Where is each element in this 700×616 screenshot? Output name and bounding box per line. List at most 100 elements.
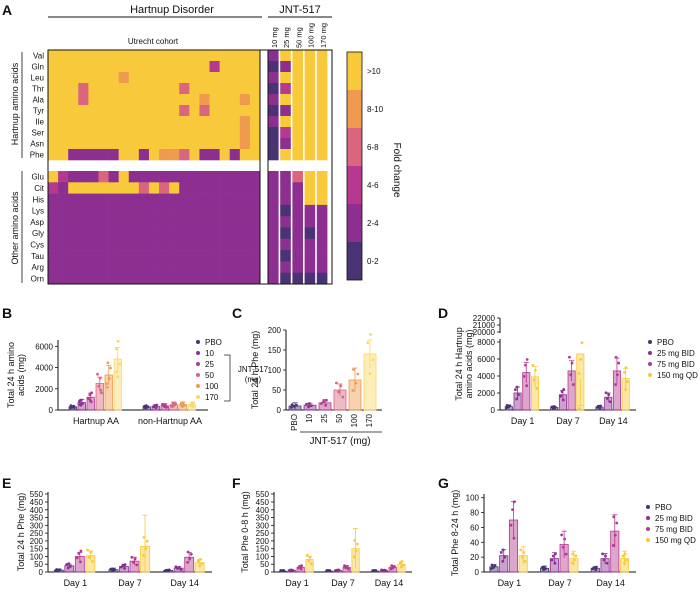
data-point: [369, 333, 373, 336]
heat-cell: [189, 83, 200, 95]
heat-cell: [58, 149, 69, 161]
panel-label-c: C: [232, 305, 242, 321]
row-label-his: His: [32, 195, 44, 204]
heat-cell: [58, 127, 69, 139]
y-tick-label: 550: [30, 490, 44, 499]
heat-cell: [98, 105, 109, 117]
x-category-label: Hartnup AA: [73, 416, 119, 426]
heat-cell: [98, 272, 109, 285]
heat-cell: [128, 182, 140, 194]
heat-cell: [138, 72, 150, 84]
heat-cell: [189, 216, 200, 228]
dose-label: 170 mg: [319, 23, 328, 48]
heat-cell: [239, 171, 251, 183]
heat-cell-jnt: [280, 204, 291, 217]
data-point: [99, 388, 103, 392]
y-tick-label: 450: [30, 498, 44, 507]
heat-cell: [189, 94, 200, 106]
row-label-asn: Asn: [30, 140, 44, 149]
heat-cell: [219, 83, 231, 95]
data-point: [505, 404, 509, 407]
heat-cell-jnt: [304, 193, 316, 206]
data-point: [170, 404, 173, 408]
heat-cell-jnt: [292, 50, 303, 62]
data-point: [560, 533, 564, 537]
heat-cell: [159, 116, 170, 128]
data-point: [72, 406, 76, 410]
heat-cell: [189, 227, 200, 240]
heat-cell: [169, 149, 180, 161]
heat-cell: [118, 116, 130, 128]
data-point: [153, 405, 157, 409]
heat-cell: [169, 272, 180, 285]
heat-cell: [128, 94, 140, 106]
heat-cell: [199, 250, 210, 262]
x-tick-label: 50: [335, 413, 344, 422]
heat-cell-jnt: [316, 261, 328, 273]
data-point: [513, 388, 517, 391]
data-point: [525, 384, 529, 388]
heat-cell: [229, 272, 241, 285]
y-tick-label: 20: [470, 553, 479, 562]
heat-cell: [108, 105, 119, 117]
heat-cell: [108, 171, 119, 183]
heat-cell: [249, 61, 261, 73]
y-axis-label: Total Phe 8-24 h (mg): [450, 490, 460, 577]
heat-cell: [138, 238, 150, 251]
data-point: [563, 537, 567, 541]
heat-cell-jnt: [280, 83, 291, 95]
heat-cell: [58, 193, 69, 206]
heat-cell: [88, 171, 99, 183]
heat-cell-jnt: [292, 250, 303, 262]
heat-cell: [118, 182, 130, 194]
row-label-orn: Orn: [31, 274, 44, 283]
heat-cell: [108, 182, 119, 194]
y-tick-label: 200: [30, 537, 44, 546]
heat-cell-jnt: [280, 272, 291, 285]
data-point: [564, 552, 568, 556]
legend-label: 8-10: [367, 105, 384, 114]
heat-cell: [98, 61, 109, 73]
heat-cell: [219, 138, 231, 150]
y-tick-label: 0: [277, 406, 282, 415]
data-point: [167, 568, 171, 572]
heat-cell: [179, 193, 190, 206]
legend-entry: PBO: [655, 503, 672, 512]
heat-cell: [249, 149, 261, 161]
x-category-label: Day 14: [375, 578, 404, 588]
data-point: [65, 563, 69, 566]
data-point: [189, 552, 193, 556]
heat-cell: [98, 204, 109, 217]
heat-cell-jnt: [268, 138, 279, 150]
y-tick-label: 8000: [477, 338, 495, 347]
heat-cell: [219, 50, 231, 62]
heat-cell-jnt: [316, 204, 328, 217]
heat-cell: [48, 116, 59, 128]
heat-cell: [169, 50, 180, 62]
heat-cell: [118, 250, 130, 262]
group-title-hartnup: Hartnup Disorder: [130, 4, 214, 16]
data-point: [525, 358, 529, 361]
heat-cell: [169, 238, 180, 251]
data-point: [334, 569, 338, 572]
heat-cell: [138, 94, 150, 106]
heat-cell-jnt: [280, 216, 291, 228]
heat-cell: [219, 261, 231, 273]
data-point: [87, 555, 91, 559]
y-tick-label: 400: [30, 506, 44, 515]
heat-cell: [179, 72, 190, 84]
legend-entry: 170: [205, 393, 219, 402]
heat-cell: [88, 250, 99, 262]
y-tick-label: 50: [272, 386, 281, 395]
row-label-val: Val: [33, 52, 44, 61]
data-point: [100, 391, 103, 395]
heat-cell: [159, 61, 170, 73]
heat-cell: [88, 261, 99, 273]
legend-marker: [196, 384, 200, 388]
heat-cell: [169, 193, 180, 206]
data-point: [531, 363, 535, 367]
heat-cell: [199, 138, 210, 150]
heat-cell: [199, 94, 210, 106]
heat-cell: [209, 72, 220, 84]
heat-cell: [148, 116, 160, 128]
